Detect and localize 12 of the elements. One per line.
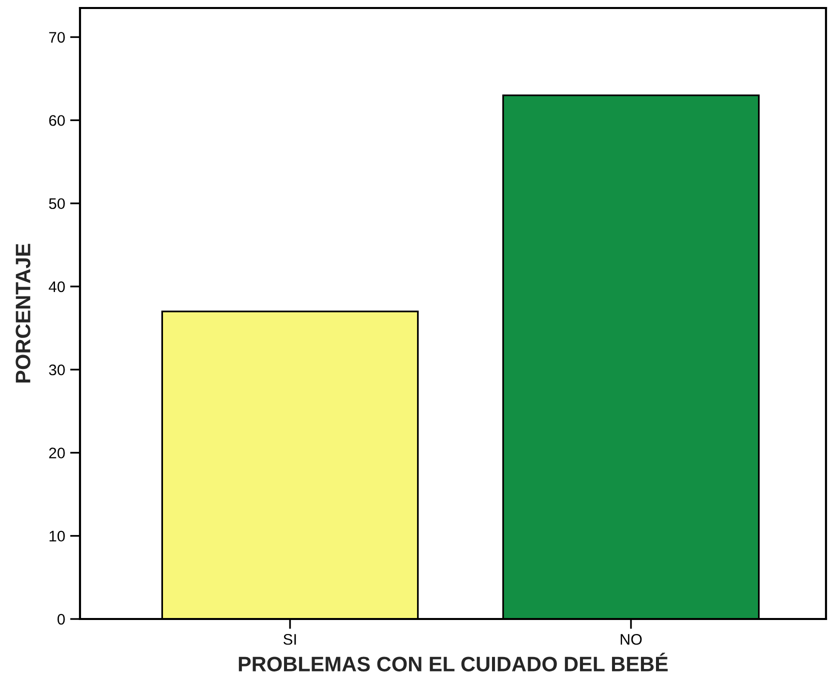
y-tick-label: 70 — [49, 32, 65, 43]
y-tick-label: 60 — [49, 115, 65, 126]
y-tick-label: 20 — [49, 448, 65, 458]
y-tick-label: 0 — [58, 614, 65, 625]
x-axis-title: PROBLEMAS CON EL CUIDADO DEL BEBÉ — [238, 652, 668, 672]
x-tick-label: NO — [620, 634, 642, 645]
y-tick-label: 10 — [50, 530, 65, 542]
y-tick-label: 30 — [49, 364, 65, 376]
y-tick-label: 40 — [48, 281, 65, 292]
y-axis-title: PORCENTAJE — [16, 244, 30, 383]
y-tick-label: 50 — [49, 198, 65, 210]
x-tick-label: SI — [284, 634, 296, 645]
